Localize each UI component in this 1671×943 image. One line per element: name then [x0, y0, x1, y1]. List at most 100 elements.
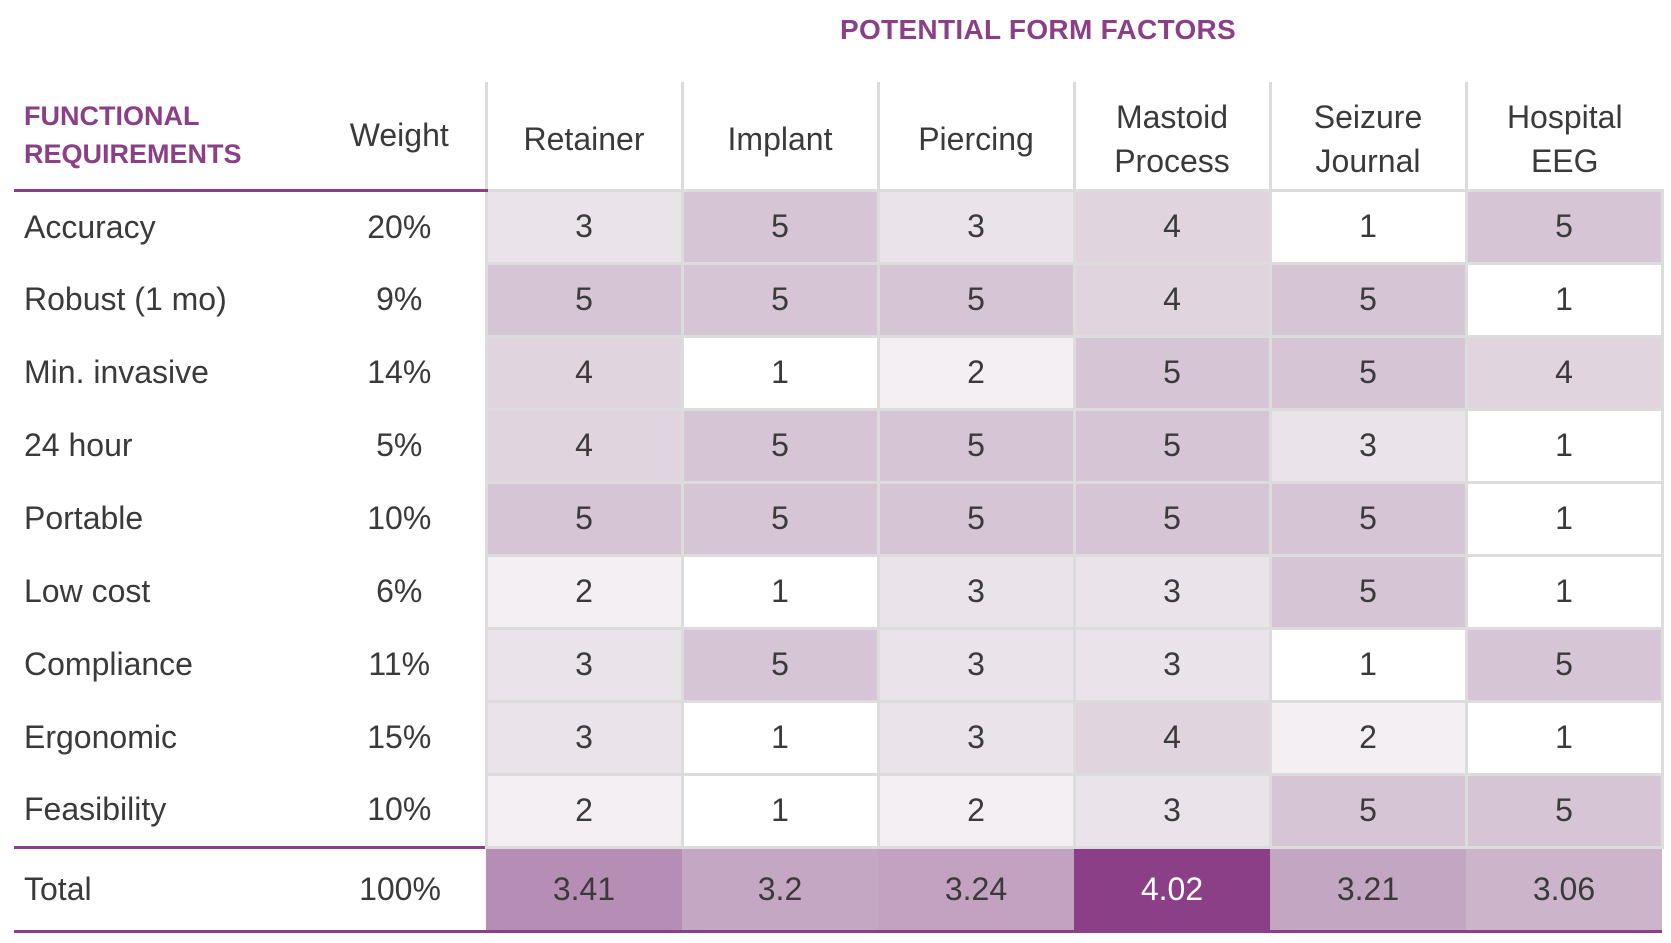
score-cell: 5: [1072, 480, 1272, 557]
score-cell: 1: [1268, 626, 1468, 703]
score-cell: 5: [680, 407, 880, 484]
table-row: Low cost 6% 2 1 3 3 5 1: [14, 553, 1664, 630]
requirement-label: Compliance: [24, 646, 193, 682]
score-cell: 4: [484, 334, 684, 411]
score-cell: 5: [680, 190, 880, 265]
form-factor-header-line: Seizure: [1313, 99, 1423, 136]
matrix-body: Accuracy 20% 3 5 3 4 1 5 Robust (1 mo) 9% 5 5 5 4 5 1 Mi…: [14, 190, 1664, 849]
requirement-label: Low cost: [24, 573, 151, 609]
score-cell: 5: [680, 261, 880, 338]
requirement-label: Ergonomic: [24, 719, 177, 755]
requirement-label: Portable: [24, 500, 144, 536]
score-cell: 5: [1464, 626, 1664, 703]
weight-cell: 14%: [367, 354, 432, 390]
form-factor-header-line: Piercing: [918, 121, 1034, 158]
score-cell: 1: [1464, 261, 1664, 338]
total-value-cell: 3.06: [1466, 845, 1662, 933]
score-cell: 3: [876, 626, 1076, 703]
score-cell: 5: [680, 626, 880, 703]
score-cell: 5: [1464, 772, 1664, 849]
form-factor-header-line: Journal: [1315, 143, 1421, 180]
score-cell: 1: [1268, 190, 1468, 265]
table-row: Compliance 11% 3 5 3 3 1 5: [14, 626, 1664, 703]
requirement-label: 24 hour: [24, 427, 133, 463]
score-cell: 3: [1268, 407, 1468, 484]
total-value-cell: 3.24: [878, 845, 1074, 933]
total-value-cell: 4.02: [1074, 845, 1270, 933]
score-cell: 5: [876, 407, 1076, 484]
requirement-label: Feasibility: [24, 791, 167, 828]
score-cell: 1: [1464, 480, 1664, 557]
form-factor-header-line: EEG: [1530, 143, 1599, 180]
score-cell: 4: [484, 407, 684, 484]
chart-title: POTENTIAL FORM FACTORS: [840, 14, 1237, 45]
requirements-header: FUNCTIONAL REQUIREMENTS: [14, 82, 314, 192]
form-factor-header-line: Retainer: [523, 121, 645, 158]
decision-matrix: FUNCTIONAL REQUIREMENTS Weight Retainer I…: [14, 82, 1664, 933]
score-cell: 5: [1268, 480, 1468, 557]
score-cell: 5: [1268, 334, 1468, 411]
score-cell: 5: [876, 480, 1076, 557]
score-cell: 3: [1072, 626, 1272, 703]
weight-cell: 10%: [367, 791, 432, 828]
score-cell: 3: [1072, 772, 1272, 849]
score-cell: 5: [680, 480, 880, 557]
requirement-label: Accuracy: [24, 208, 156, 245]
score-cell: 1: [680, 553, 880, 630]
form-factor-header-line: Hospital: [1506, 99, 1623, 136]
score-cell: 1: [1464, 699, 1664, 776]
score-cell: 2: [484, 553, 684, 630]
score-cell: 5: [876, 261, 1076, 338]
form-factor-header: Implant: [680, 82, 878, 192]
table-row: Min. invasive 14% 4 1 2 5 5 4: [14, 334, 1664, 411]
score-cell: 3: [876, 553, 1076, 630]
score-cell: 1: [1464, 407, 1664, 484]
total-weight: 100%: [314, 845, 486, 933]
score-cell: 5: [484, 480, 684, 557]
form-factor-header-line: Implant: [727, 121, 833, 158]
form-factor-header-line: Mastoid: [1115, 99, 1229, 136]
total-row: Total 100% 3.41 3.2 3.24 4.02 3.21 3.06: [14, 845, 1662, 933]
score-cell: 3: [484, 699, 684, 776]
requirements-header-line: REQUIREMENTS: [24, 139, 242, 170]
table-row: Robust (1 mo) 9% 5 5 5 4 5 1: [14, 261, 1664, 338]
score-cell: 1: [680, 772, 880, 849]
requirements-header-line: FUNCTIONAL: [24, 101, 200, 132]
weight-cell: 10%: [367, 500, 432, 536]
table-row: Portable 10% 5 5 5 5 5 1: [14, 480, 1664, 557]
total-value-cell: 3.2: [682, 845, 878, 933]
score-cell: 3: [484, 626, 684, 703]
score-cell: 4: [1072, 190, 1272, 265]
score-cell: 1: [680, 334, 880, 411]
score-cell: 5: [1268, 553, 1468, 630]
form-factor-header: Retainer: [484, 82, 682, 192]
form-factor-header: Hospital EEG: [1464, 82, 1662, 192]
requirement-label: Min. invasive: [24, 354, 209, 390]
score-cell: 3: [876, 190, 1076, 265]
table-row: Accuracy 20% 3 5 3 4 1 5: [14, 190, 1664, 265]
form-factor-header: Piercing: [876, 82, 1074, 192]
table-row: Feasibility 10% 2 1 2 3 5 5: [14, 772, 1664, 849]
weight-cell: 20%: [367, 208, 432, 245]
score-cell: 4: [1072, 261, 1272, 338]
score-cell: 3: [484, 190, 684, 265]
score-cell: 1: [680, 699, 880, 776]
score-cell: 3: [876, 699, 1076, 776]
weight-cell: 6%: [376, 573, 423, 609]
weight-cell: 5%: [376, 427, 423, 463]
score-cell: 5: [1268, 261, 1468, 338]
score-cell: 5: [1072, 407, 1272, 484]
header-row: FUNCTIONAL REQUIREMENTS Weight Retainer I…: [14, 82, 1662, 192]
score-cell: 2: [876, 772, 1076, 849]
table-row: Ergonomic 15% 3 1 3 4 2 1: [14, 699, 1664, 776]
score-cell: 5: [1072, 334, 1272, 411]
weight-header: Weight: [314, 82, 486, 192]
score-cell: 4: [1072, 699, 1272, 776]
total-value-cell: 3.21: [1270, 845, 1466, 933]
score-cell: 2: [484, 772, 684, 849]
score-cell: 3: [1072, 553, 1272, 630]
score-cell: 4: [1464, 334, 1664, 411]
requirement-label: Robust (1 mo): [24, 281, 227, 317]
score-cell: 5: [484, 261, 684, 338]
score-cell: 2: [1268, 699, 1468, 776]
